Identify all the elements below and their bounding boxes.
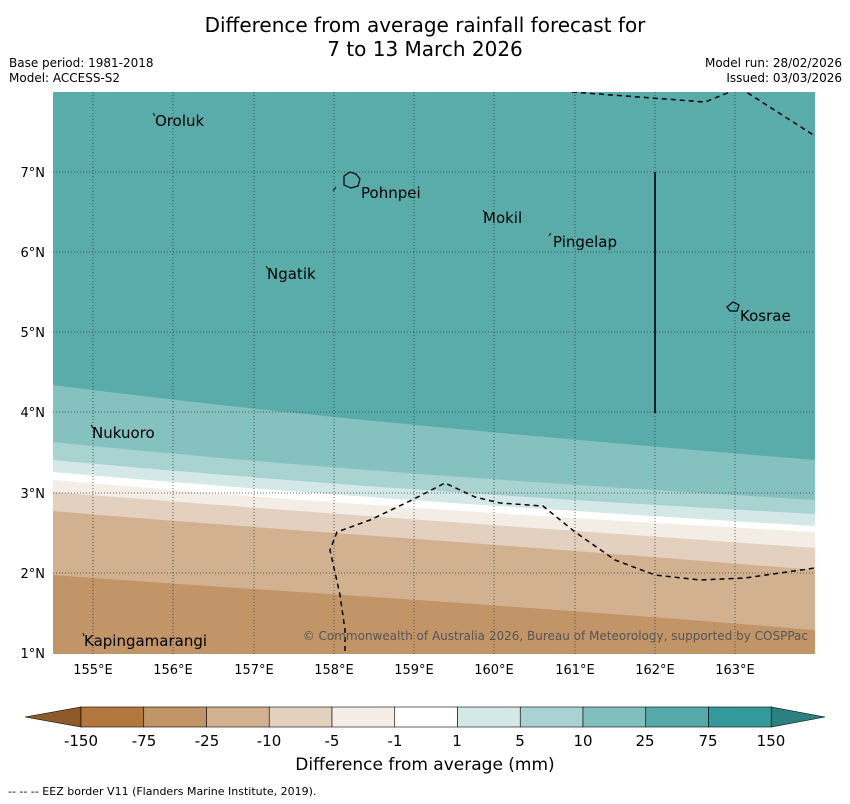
colorbar-label: -75: [131, 732, 157, 750]
map-title-line2: 7 to 13 March 2026: [327, 37, 523, 61]
place-label-nukuoro: Nukuoro: [92, 424, 155, 442]
mokil-atoll-mark: [482, 209, 486, 214]
x-tick-label: 159°E: [394, 663, 434, 678]
issued-date: Issued: 03/03/2026: [726, 71, 842, 85]
ant-atoll-mark: [332, 186, 337, 192]
colorbar-title: Difference from average (mm): [295, 755, 555, 775]
colorbar-label: 5: [515, 732, 525, 750]
place-label-pohnpei: Pohnpei: [361, 184, 421, 202]
place-label-pingelap: Pingelap: [553, 233, 617, 251]
colorbar-swatch: [582, 706, 647, 728]
x-tick-label: 158°E: [314, 663, 354, 678]
place-label-oroluk: Oroluk: [155, 112, 204, 130]
x-tick-label: 162°E: [635, 663, 675, 678]
ngatik-atoll-mark: [265, 265, 269, 270]
colorbar-swatch: [268, 706, 333, 728]
colorbar-label: 25: [635, 732, 655, 750]
copyright-notice: © Commonwealth of Australia 2026, Bureau…: [303, 629, 808, 643]
y-tick-label: 1°N: [21, 647, 46, 662]
base-period: Base period: 1981-2018: [9, 56, 154, 70]
map-title-line1: Difference from average rainfall forecas…: [204, 13, 646, 37]
pohnpei-island-outline: [343, 171, 361, 189]
pingelap-atoll-mark: [548, 232, 552, 237]
place-label-kapingamarangi: Kapingamarangi: [84, 632, 207, 650]
colorbar-label: -10: [256, 732, 282, 750]
colorbar-swatch: [394, 706, 458, 728]
y-tick-label: 5°N: [21, 326, 46, 341]
x-tick-label: 161°E: [555, 663, 595, 678]
map-plot-area: Oroluk Pohnpei Mokil Pingelap Ngatik Kos…: [53, 92, 815, 654]
band-neg75-neg25: [53, 575, 815, 654]
colorbar-swatch: [80, 706, 145, 728]
colorbar-label: 75: [698, 732, 718, 750]
x-tick-label: 157°E: [234, 663, 274, 678]
colorbar-swatch: [206, 706, 270, 728]
y-tick-label: 4°N: [21, 406, 46, 421]
colorbar-label: 150: [756, 732, 786, 750]
colorbar-extend-high: [770, 706, 826, 728]
model-name: Model: ACCESS-S2: [9, 71, 121, 85]
place-label-mokil: Mokil: [483, 209, 522, 227]
model-run: Model run: 28/02/2026: [704, 56, 842, 70]
y-tick-label: 2°N: [21, 567, 46, 582]
y-tick-label: 3°N: [21, 487, 46, 502]
colorbar-label: -25: [194, 732, 220, 750]
oroluk-atoll-mark: [152, 112, 156, 117]
place-label-ngatik: Ngatik: [267, 265, 316, 283]
x-tick-label: 155°E: [73, 663, 113, 678]
x-tick-label: 160°E: [474, 663, 514, 678]
colorbar-extend-low: [24, 706, 82, 728]
colorbar-swatch: [143, 706, 207, 728]
colorbar-label: -5: [324, 732, 340, 750]
place-label-kosrae: Kosrae: [740, 307, 791, 325]
colorbar-label: 10: [573, 732, 593, 750]
colorbar-swatch: [708, 706, 772, 728]
kapingamarangi-atoll-mark: [82, 632, 85, 637]
colorbar-swatch: [457, 706, 521, 728]
colorbar-swatch: [519, 706, 584, 728]
kosrae-island-outline: [726, 301, 740, 312]
y-tick-label: 6°N: [21, 246, 46, 261]
x-tick-label: 163°E: [715, 663, 755, 678]
colorbar-label: -1: [387, 732, 403, 750]
x-tick-label: 156°E: [153, 663, 193, 678]
colorbar-label: 1: [452, 732, 462, 750]
colorbar-swatch: [331, 706, 396, 728]
colorbar: [24, 706, 826, 728]
colorbar-label: -150: [63, 732, 99, 750]
nukuoro-atoll-mark: [90, 424, 94, 429]
eez-footnote: -- -- -- EEZ border V11 (Flanders Marine…: [8, 785, 317, 798]
eez-border: [329, 92, 815, 654]
colorbar-swatch: [645, 706, 709, 728]
y-tick-label: 7°N: [21, 166, 46, 181]
